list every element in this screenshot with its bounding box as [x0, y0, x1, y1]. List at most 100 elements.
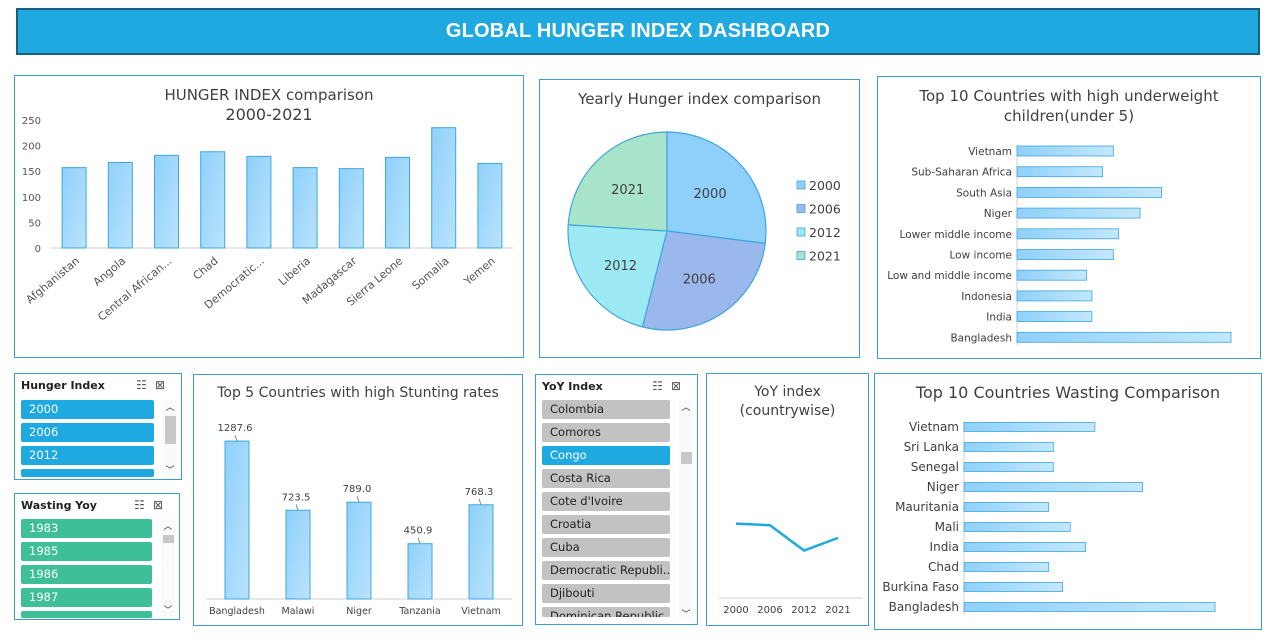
- category-label: Low income: [950, 250, 1012, 262]
- x-tick-label: 2006: [757, 605, 782, 616]
- legend-swatch: [796, 227, 806, 237]
- bar: [963, 602, 1216, 612]
- yoy-line: [735, 522, 839, 552]
- bar: [246, 155, 272, 249]
- scroll-up-icon[interactable]: ︿: [163, 522, 173, 532]
- x-tick-label: Yemen: [461, 254, 498, 288]
- data-label: 789.0: [343, 484, 372, 495]
- bar: [963, 442, 1054, 452]
- slicer-item[interactable]: 2000: [21, 400, 154, 419]
- slicer-item[interactable]: 2006: [21, 423, 154, 442]
- bar: [963, 562, 1050, 572]
- clear-filter-icon[interactable]: ⊠: [670, 379, 689, 393]
- category-label: Bangladesh: [950, 332, 1012, 344]
- multiselect-icon[interactable]: ☷: [134, 498, 153, 512]
- slicer-item[interactable]: Croatia: [542, 515, 670, 534]
- hunger-slicer-scrollbar[interactable]: ︿ ﹀: [163, 400, 177, 476]
- slicer-item[interactable]: 1987: [21, 588, 152, 607]
- multiselect-icon[interactable]: ☷: [652, 379, 671, 393]
- hunger-slicer-tools: ☷⊠: [136, 378, 173, 392]
- slicer-item[interactable]: Colombia: [542, 400, 670, 419]
- slice-label: 2012: [604, 259, 637, 274]
- scroll-down-icon[interactable]: ﹀: [165, 466, 175, 476]
- underweight-subtitle: children(under 5): [1003, 107, 1135, 125]
- data-label: 768.3: [465, 487, 494, 498]
- pie-slice: [641, 230, 766, 331]
- x-tick-label: 2000: [723, 605, 748, 616]
- y-tick-label: 50: [28, 218, 41, 229]
- bar: [1016, 331, 1232, 343]
- y-tick-label: 200: [22, 142, 41, 153]
- multiselect-icon[interactable]: ☷: [136, 378, 155, 392]
- category-label: Niger: [927, 480, 959, 494]
- category-label: India: [986, 312, 1012, 324]
- scroll-thumb[interactable]: [681, 452, 692, 464]
- y-tick-label: 150: [22, 167, 41, 178]
- stunting-title: Top 5 Countries with high Stunting rates: [217, 385, 499, 401]
- yearly-pie-svg: 2000 2006 2012 2021 2000 2006 2012 2021: [567, 131, 841, 331]
- yoy-slicer-scrollbar[interactable]: ︿ ﹀: [679, 400, 693, 620]
- slicer-item[interactable]: 1985: [21, 542, 152, 561]
- category-label: South Asia: [956, 187, 1012, 199]
- slice-label: 2000: [694, 187, 727, 202]
- slicer-item[interactable]: 1983: [21, 519, 152, 538]
- slicer-item[interactable]: 2012: [21, 446, 154, 465]
- label-leader: [478, 498, 482, 505]
- wasting-slicer-title: Wasting Yoy: [21, 499, 97, 512]
- legend-label: 2021: [809, 249, 841, 264]
- yoy-line-subtitle: (countrywise): [739, 403, 836, 419]
- bar: [107, 161, 133, 249]
- clear-filter-icon[interactable]: ⊠: [154, 378, 173, 392]
- hunger-index-chart-panel: HUNGER INDEX comparison 2000-2021 0 50 100…: [14, 75, 524, 358]
- scroll-up-icon[interactable]: ︿: [681, 403, 691, 413]
- wasting-slicer-tools: ☷⊠: [134, 498, 171, 512]
- scroll-thumb[interactable]: [163, 535, 174, 543]
- yoy-slicer-title: YoY Index: [542, 380, 603, 393]
- bar: [963, 422, 1096, 432]
- slicer-item-partial[interactable]: [21, 469, 154, 477]
- slicer-item-partial[interactable]: Dominican Republic: [542, 607, 670, 617]
- slicer-item[interactable]: Democratic Republi...: [542, 561, 670, 580]
- scroll-thumb[interactable]: [165, 416, 176, 444]
- slice-label: 2021: [611, 183, 644, 198]
- bar: [963, 542, 1087, 552]
- hunger-chart-title: HUNGER INDEX comparison: [164, 86, 374, 104]
- label-leader: [356, 496, 360, 503]
- slicer-item[interactable]: Comoros: [542, 423, 670, 442]
- clear-filter-icon[interactable]: ⊠: [152, 498, 171, 512]
- bar: [1016, 228, 1120, 240]
- legend-swatch: [796, 251, 806, 260]
- bar: [1016, 311, 1093, 323]
- y-tick-label: 100: [22, 193, 41, 204]
- scroll-down-icon[interactable]: ﹀: [163, 606, 173, 616]
- slicer-item[interactable]: Cote d'Ivoire: [542, 492, 670, 511]
- yoy-slicer-tools: ☷⊠: [652, 379, 689, 393]
- bar: [1016, 249, 1114, 260]
- scroll-up-icon[interactable]: ︿: [165, 403, 175, 413]
- category-label: Bangladesh: [889, 600, 959, 614]
- yearly-chart-title: Yearly Hunger index comparison: [578, 90, 821, 108]
- slicer-item[interactable]: Djibouti: [542, 584, 670, 603]
- bar: [1016, 187, 1162, 198]
- x-tick-label: Vietnam: [461, 606, 501, 617]
- slicer-item[interactable]: Cuba: [542, 538, 670, 557]
- slicer-item[interactable]: 1986: [21, 565, 152, 584]
- stunting-chart-panel: Top 5 Countries with high Stunting rates…: [193, 374, 523, 626]
- hunger-index-slicer: Hunger Index ☷⊠ 2000 2006 2012 ︿ ﹀: [14, 373, 182, 480]
- underweight-chart-svg: Vietnam Sub-Saharan Africa South Asia Niger…: [887, 145, 1232, 346]
- slicer-item[interactable]: Costa Rica: [542, 469, 670, 488]
- underweight-title: Top 10 Countries with high underweight: [919, 87, 1219, 105]
- data-label: 450.9: [404, 526, 433, 537]
- yearly-pie-panel: Yearly Hunger index comparison 2000 2006 2…: [539, 79, 860, 358]
- category-label: Sub-Saharan Africa: [911, 167, 1012, 179]
- wasting-yoy-slicer: Wasting Yoy ☷⊠ 1983 1985 1986 1987 ︿ ﹀: [14, 493, 180, 620]
- x-tick-label: Niger: [346, 606, 372, 617]
- slicer-item-partial[interactable]: [21, 611, 152, 618]
- scroll-down-icon[interactable]: ﹀: [681, 610, 691, 620]
- data-label: 723.5: [282, 492, 311, 503]
- bar: [963, 582, 1063, 592]
- wasting-slicer-scrollbar[interactable]: ︿ ﹀: [161, 519, 175, 616]
- x-tick-label: Liberia: [276, 254, 313, 288]
- slicer-item[interactable]: Congo: [542, 446, 670, 465]
